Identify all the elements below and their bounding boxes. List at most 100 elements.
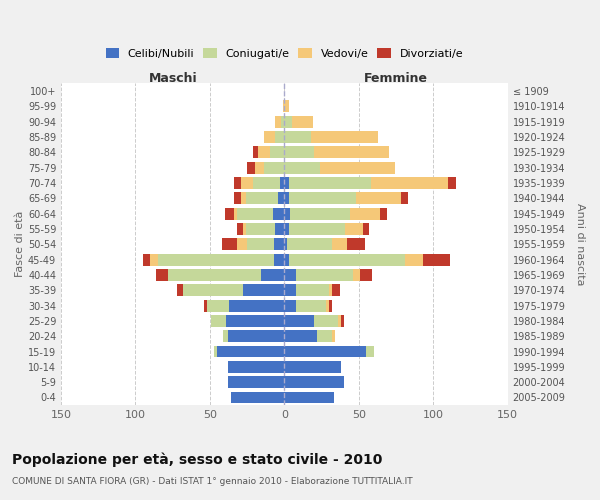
Y-axis label: Fasce di età: Fasce di età [15, 211, 25, 278]
Bar [380, 208, 387, 220]
Bar [241, 177, 253, 189]
Bar [284, 315, 314, 327]
Bar [231, 392, 284, 404]
Bar [272, 208, 284, 220]
Bar [367, 346, 374, 358]
Bar [284, 116, 292, 128]
Bar [284, 131, 311, 143]
Bar [158, 254, 274, 266]
Bar [225, 208, 234, 220]
Bar [234, 192, 241, 204]
Bar [280, 177, 284, 189]
Bar [284, 346, 367, 358]
Bar [284, 223, 289, 235]
Bar [217, 346, 284, 358]
Bar [287, 238, 332, 250]
Bar [350, 208, 380, 220]
Bar [234, 208, 237, 220]
Bar [157, 269, 168, 281]
Bar [278, 192, 284, 204]
Bar [260, 269, 284, 281]
Bar [292, 116, 313, 128]
Bar [263, 131, 275, 143]
Bar [311, 131, 378, 143]
Bar [296, 300, 326, 312]
Bar [284, 361, 341, 373]
Bar [353, 269, 361, 281]
Bar [284, 392, 334, 404]
Bar [289, 223, 346, 235]
Bar [284, 238, 287, 250]
Bar [228, 330, 284, 342]
Bar [284, 177, 289, 189]
Bar [223, 330, 228, 342]
Bar [211, 315, 226, 327]
Bar [284, 254, 289, 266]
Bar [245, 192, 278, 204]
Bar [364, 223, 370, 235]
Bar [207, 300, 229, 312]
Bar [234, 177, 241, 189]
Bar [332, 330, 335, 342]
Bar [361, 269, 372, 281]
Bar [284, 376, 344, 388]
Bar [214, 346, 217, 358]
Bar [289, 192, 356, 204]
Bar [284, 192, 289, 204]
Bar [257, 146, 269, 158]
Bar [143, 254, 151, 266]
Bar [401, 192, 408, 204]
Bar [284, 146, 314, 158]
Bar [290, 208, 350, 220]
Text: COMUNE DI SANTA FIORA (GR) - Dati ISTAT 1° gennaio 2010 - Elaborazione TUTTITALI: COMUNE DI SANTA FIORA (GR) - Dati ISTAT … [12, 478, 413, 486]
Bar [289, 177, 371, 189]
Bar [405, 254, 423, 266]
Bar [284, 269, 296, 281]
Bar [275, 116, 281, 128]
Bar [371, 177, 448, 189]
Bar [226, 315, 284, 327]
Bar [237, 208, 272, 220]
Bar [346, 223, 364, 235]
Bar [183, 284, 243, 296]
Bar [254, 162, 263, 173]
Bar [320, 162, 395, 173]
Bar [284, 162, 320, 173]
Bar [243, 284, 284, 296]
Bar [274, 238, 284, 250]
Bar [204, 300, 207, 312]
Text: Popolazione per età, sesso e stato civile - 2010: Popolazione per età, sesso e stato civil… [12, 452, 382, 467]
Y-axis label: Anni di nascita: Anni di nascita [575, 203, 585, 285]
Bar [168, 269, 260, 281]
Bar [275, 131, 284, 143]
Bar [281, 116, 284, 128]
Bar [284, 300, 296, 312]
Bar [151, 254, 158, 266]
Bar [314, 315, 338, 327]
Text: Maschi: Maschi [148, 72, 197, 85]
Bar [341, 315, 344, 327]
Bar [263, 162, 284, 173]
Bar [222, 238, 237, 250]
Bar [289, 254, 405, 266]
Bar [253, 146, 257, 158]
Bar [284, 100, 289, 112]
Bar [229, 300, 284, 312]
Bar [284, 208, 290, 220]
Bar [329, 300, 332, 312]
Bar [347, 238, 365, 250]
Bar [274, 254, 284, 266]
Bar [296, 269, 353, 281]
Bar [269, 146, 284, 158]
Bar [247, 162, 254, 173]
Bar [241, 192, 245, 204]
Bar [332, 238, 347, 250]
Bar [283, 100, 284, 112]
Bar [317, 330, 332, 342]
Bar [356, 192, 401, 204]
Bar [247, 238, 274, 250]
Bar [423, 254, 450, 266]
Bar [332, 284, 340, 296]
Bar [253, 177, 280, 189]
Bar [243, 223, 245, 235]
